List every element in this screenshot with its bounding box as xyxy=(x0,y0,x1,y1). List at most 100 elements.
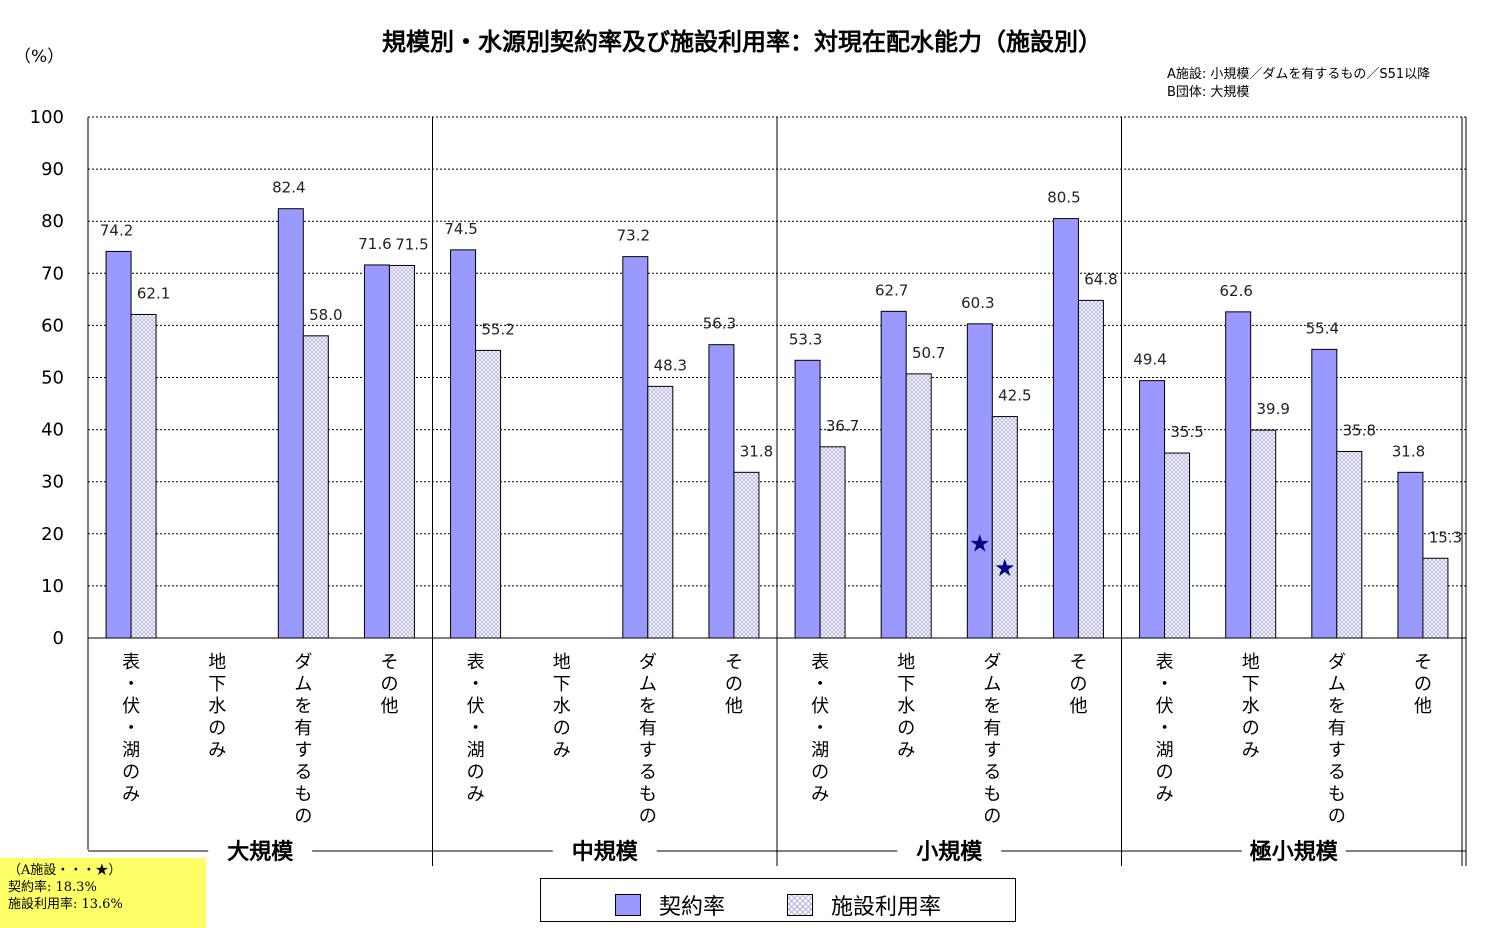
category-label-char: の xyxy=(467,762,485,783)
category-label-char: る xyxy=(294,762,312,783)
category-label-char: ・ xyxy=(1156,674,1174,695)
category-label-char: 水 xyxy=(208,696,226,717)
category-label-char: を xyxy=(294,696,312,717)
category-label-char: ・ xyxy=(467,674,485,695)
bar-contract xyxy=(1225,311,1252,639)
category-label-char: 他 xyxy=(1414,696,1432,717)
data-label-contract: 62.7 xyxy=(875,281,908,299)
data-label-usage: 62.1 xyxy=(137,284,170,302)
data-label-contract: 49.4 xyxy=(1133,351,1166,369)
bar-contract xyxy=(1139,380,1166,639)
data-label-usage: 39.9 xyxy=(1256,400,1289,418)
category-label-char: も xyxy=(1328,784,1346,805)
group-label: 中規模 xyxy=(572,840,639,865)
bar-usage xyxy=(388,264,415,639)
category-label-char: の xyxy=(1414,674,1432,695)
category-label-char: 他 xyxy=(1069,696,1087,717)
category-label-char: 表 xyxy=(122,652,140,673)
data-label-usage: 35.5 xyxy=(1170,423,1203,441)
legend-label-usage: 施設利用率 xyxy=(831,895,942,920)
data-label-usage: 58.0 xyxy=(309,306,342,324)
bar-contract xyxy=(1052,218,1079,639)
legend-item-contract: 契約率 xyxy=(615,889,725,921)
y-tick-label: 90 xyxy=(41,159,64,180)
bar-contract xyxy=(708,344,735,639)
category-label-char: そ xyxy=(725,652,743,673)
y-tick-label: 100 xyxy=(30,107,64,128)
star-marker: ★ xyxy=(969,530,991,558)
category-label-char: を xyxy=(1328,696,1346,717)
category-label-char: ム xyxy=(639,674,657,695)
legend-item-usage: 施設利用率 xyxy=(787,889,941,921)
category-label-char: 伏 xyxy=(811,696,829,717)
data-label-contract: 73.2 xyxy=(617,227,650,245)
y-tick-label: 40 xyxy=(41,420,64,441)
star-note-heading: （A施設・・・★） xyxy=(8,863,122,878)
bar-contract xyxy=(363,264,390,639)
category-label-char: の xyxy=(725,674,743,695)
category-label-char: 地 xyxy=(208,652,226,673)
y-tick-label: 20 xyxy=(41,524,64,545)
y-tick-label: 30 xyxy=(41,472,64,493)
data-label-contract: 31.8 xyxy=(1392,442,1425,460)
category-label-char: 水 xyxy=(897,696,915,717)
bar-usage xyxy=(1164,452,1191,639)
category-label-char: 表 xyxy=(467,652,485,673)
group-label: 極小規模 xyxy=(1250,839,1339,865)
data-label-contract: 74.2 xyxy=(100,221,133,239)
group-label: 大規模 xyxy=(227,840,294,865)
category-label-char: 地 xyxy=(897,652,915,673)
category-label-char: ・ xyxy=(811,718,829,739)
category-label-char: も xyxy=(294,784,312,805)
category-label-char: 下 xyxy=(208,674,226,695)
category-label-char: 伏 xyxy=(122,696,140,717)
bar-contract xyxy=(450,249,477,639)
category-label-char: み xyxy=(897,740,915,761)
category-label-char: も xyxy=(639,784,657,805)
category-label-char: の xyxy=(208,718,226,739)
data-label-contract: 82.4 xyxy=(272,179,305,197)
category-label-char: ダ xyxy=(294,652,312,673)
category-label-char: の xyxy=(639,806,657,827)
category-label-char: み xyxy=(1242,740,1260,761)
note-line-1: A施設: 小規模／ダムを有するもの／S51以降 xyxy=(1167,66,1430,82)
category-label-char: 他 xyxy=(380,696,398,717)
data-label-usage: 64.8 xyxy=(1084,270,1117,288)
bar-contract xyxy=(622,256,649,639)
category-label-char: ・ xyxy=(122,674,140,695)
category-label-char: み xyxy=(811,784,829,805)
category-label-char: 有 xyxy=(294,718,312,739)
category-label-char: の xyxy=(294,806,312,827)
category-label-char: ・ xyxy=(467,718,485,739)
category-label-char: 有 xyxy=(983,718,1001,739)
category-label-char: 表 xyxy=(1156,652,1174,673)
y-tick-label: 50 xyxy=(41,368,64,389)
star-note-box: （A施設・・・★） 契約率: 18.3% 施設利用率: 13.6% xyxy=(0,858,206,928)
bar-usage xyxy=(1336,450,1363,639)
category-label-char: 有 xyxy=(639,718,657,739)
category-label-char: ・ xyxy=(811,674,829,695)
category-label-char: ム xyxy=(983,674,1001,695)
category-label-char: ・ xyxy=(1156,718,1174,739)
bar-contract xyxy=(1397,471,1424,639)
unit-label: （%） xyxy=(14,47,64,67)
data-label-usage: 55.2 xyxy=(481,320,514,338)
data-label-contract: 53.3 xyxy=(789,330,822,348)
plot-area: 010203040506070809010074.262.1表・伏・湖のみ地下水… xyxy=(30,107,1467,866)
category-label-char: ダ xyxy=(983,652,1001,673)
category-label-char: す xyxy=(1328,740,1346,761)
category-label-char: の xyxy=(897,718,915,739)
category-label-char: 有 xyxy=(1328,718,1346,739)
category-label-char: み xyxy=(122,784,140,805)
bar-usage xyxy=(302,335,329,639)
legend-label-contract: 契約率 xyxy=(659,895,726,920)
note-line-2: B団体: 大規模 xyxy=(1167,85,1249,100)
category-label-char: 伏 xyxy=(1156,696,1174,717)
category-label-char: も xyxy=(983,784,1001,805)
bar-usage xyxy=(733,471,760,639)
star-note-usage: 施設利用率: 13.6% xyxy=(8,897,123,912)
bar-usage xyxy=(1250,429,1277,639)
category-label-char: の xyxy=(1328,806,1346,827)
category-label-char: 湖 xyxy=(467,740,485,761)
